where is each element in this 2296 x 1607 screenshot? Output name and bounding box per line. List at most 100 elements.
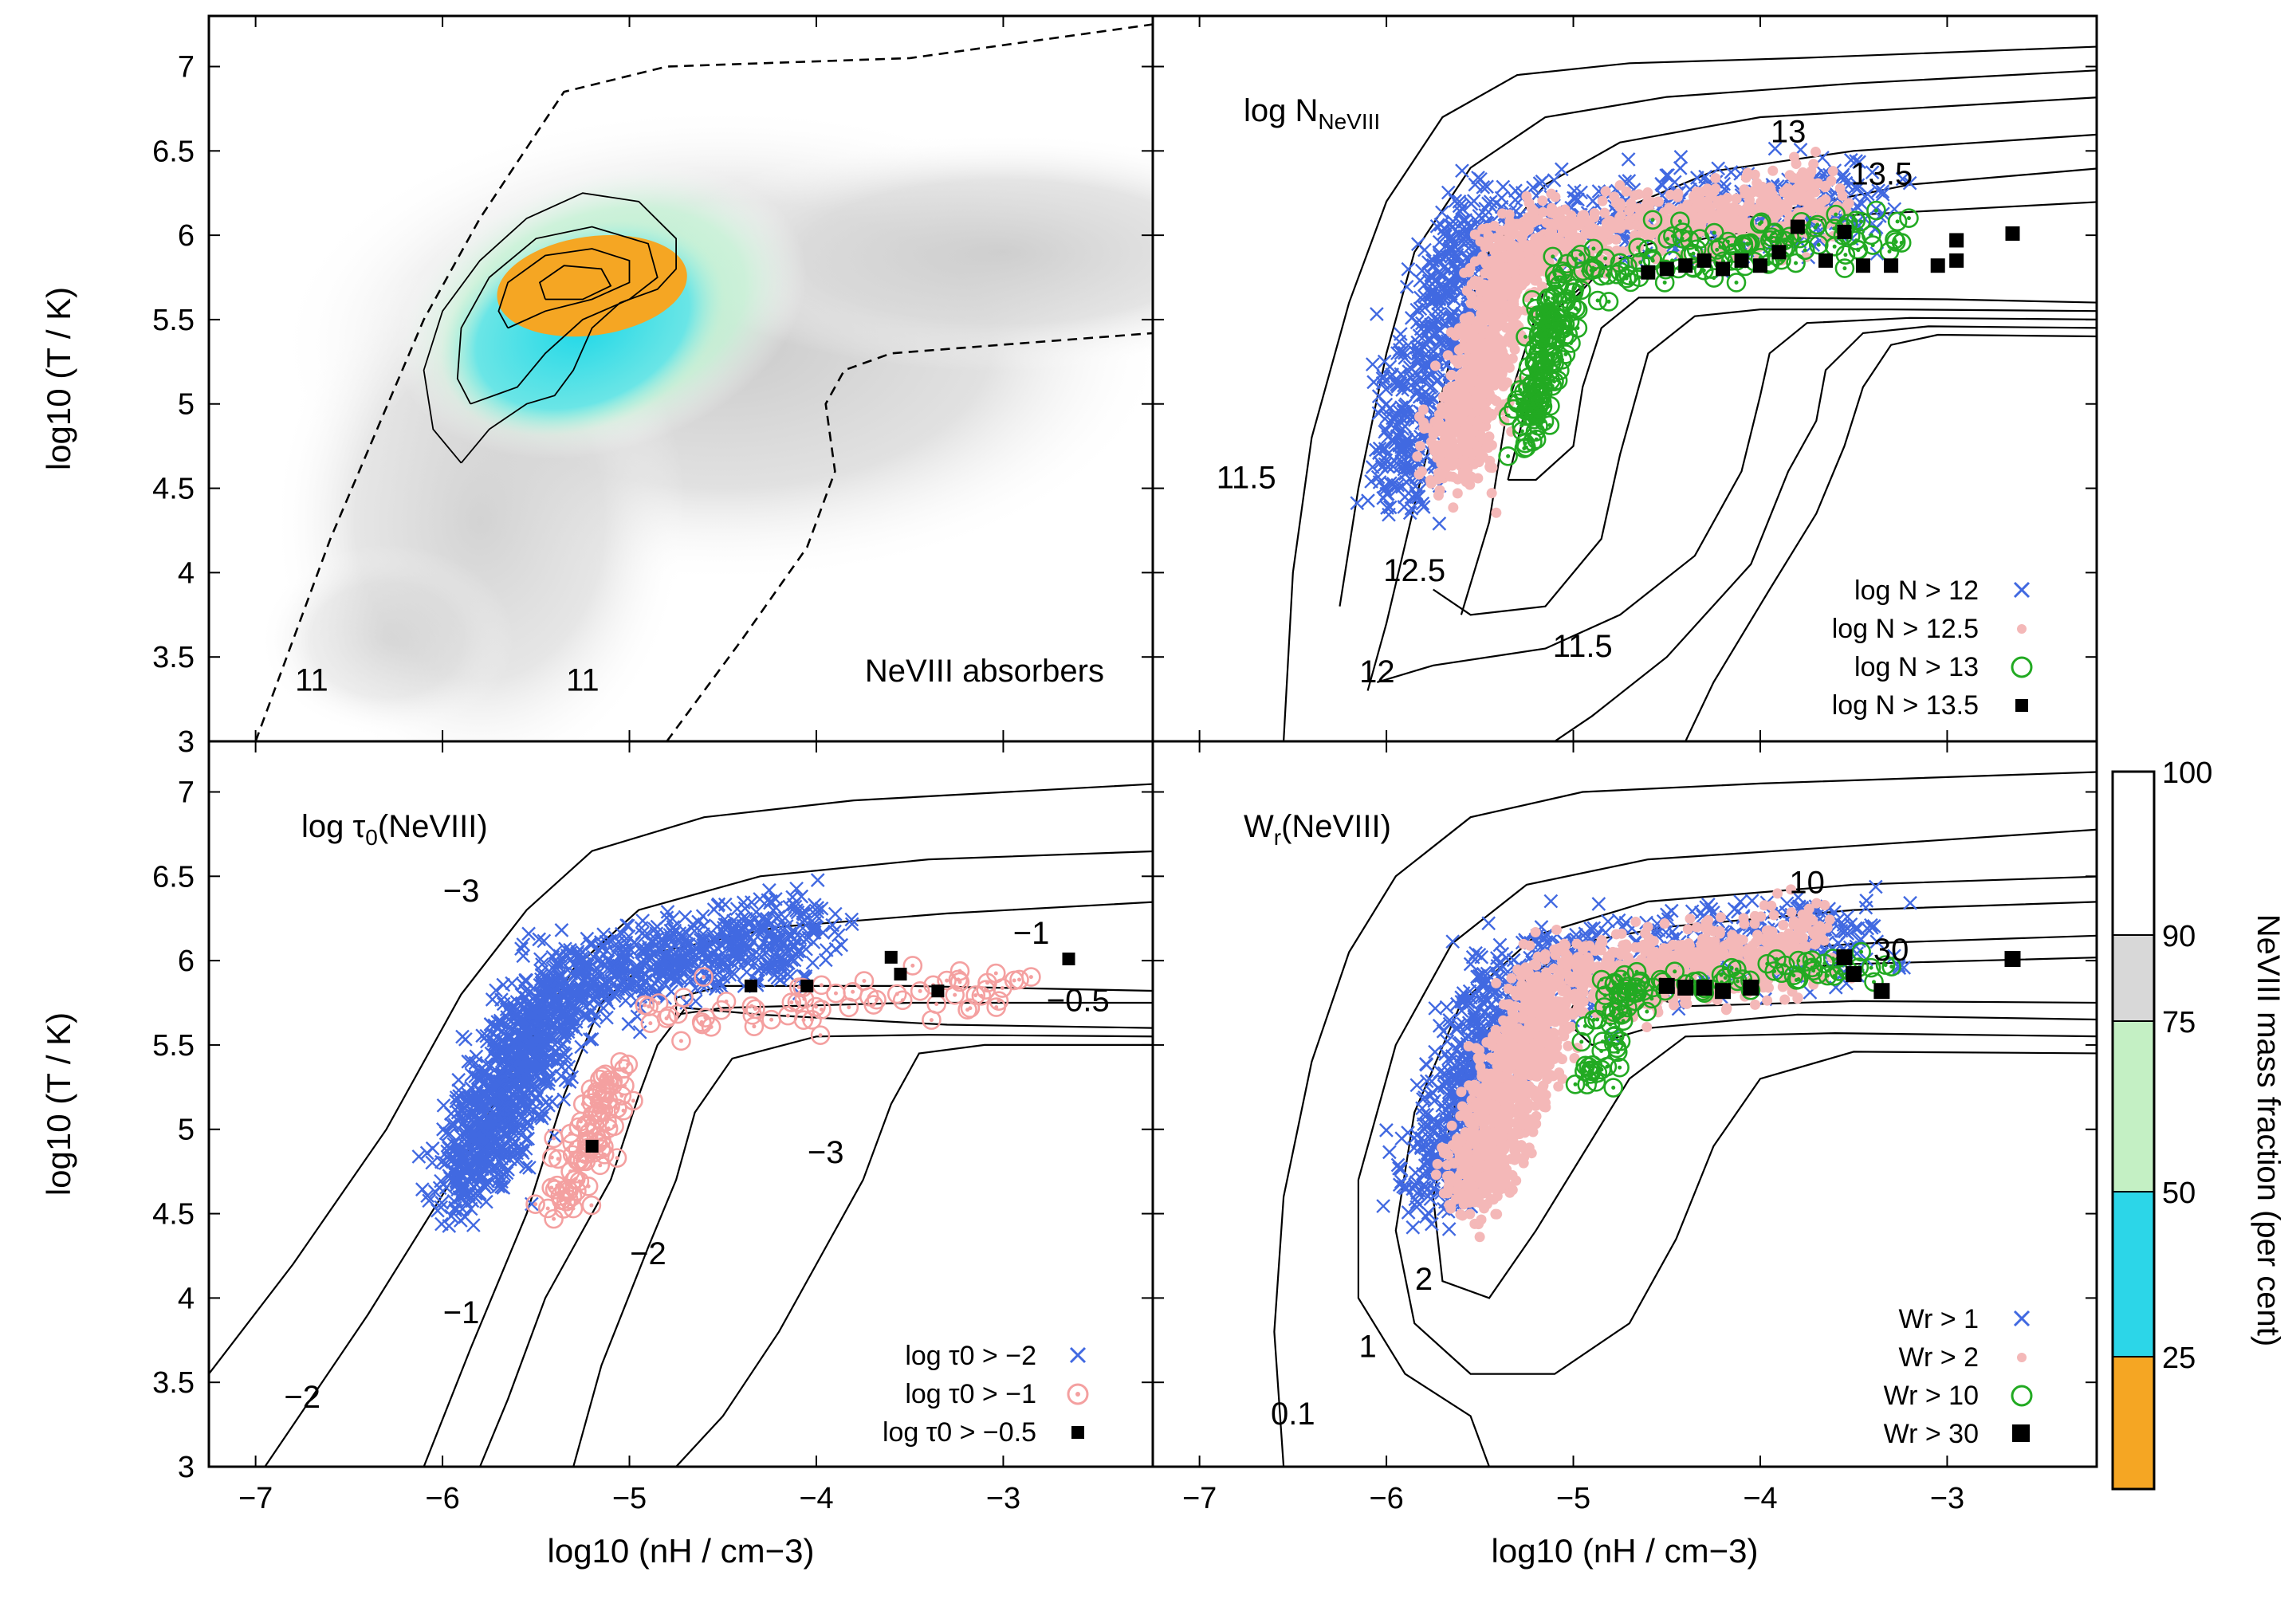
square-marker bbox=[1062, 953, 1075, 965]
ring-marker bbox=[694, 967, 714, 987]
contour-line bbox=[1394, 875, 2097, 1375]
cross-marker bbox=[828, 941, 843, 957]
ring-marker-core bbox=[615, 1156, 619, 1161]
cross-marker bbox=[1455, 163, 1469, 179]
ring-marker bbox=[1598, 265, 1618, 285]
cross-marker bbox=[564, 966, 579, 980]
ring-marker bbox=[957, 1000, 977, 1020]
dot-marker bbox=[1749, 169, 1760, 180]
cross-marker bbox=[1399, 432, 1414, 447]
ring-marker-core bbox=[631, 1098, 635, 1103]
cross-marker bbox=[505, 1096, 520, 1110]
ring-marker-core bbox=[1000, 986, 1005, 991]
cross-marker bbox=[1384, 433, 1399, 447]
ring-marker-core bbox=[945, 978, 949, 983]
ring-marker bbox=[1598, 292, 1619, 312]
ring-marker-core bbox=[1637, 275, 1641, 280]
cross-marker bbox=[749, 905, 764, 920]
ring-marker bbox=[993, 978, 1012, 998]
cross-marker bbox=[518, 1159, 533, 1174]
cross-marker bbox=[600, 1010, 614, 1025]
dot-marker bbox=[1572, 235, 1583, 246]
contour-layer bbox=[254, 23, 1153, 741]
cross-marker bbox=[1406, 1220, 1421, 1235]
cross-marker bbox=[570, 944, 585, 959]
ring-marker bbox=[986, 997, 1007, 1017]
dot-marker bbox=[1512, 285, 1523, 296]
density-contour bbox=[538, 265, 612, 301]
ring-marker bbox=[1862, 225, 1881, 246]
dot-marker bbox=[1810, 187, 1821, 198]
cross-marker bbox=[663, 923, 678, 938]
cross-marker bbox=[602, 975, 617, 989]
ring-marker-core bbox=[993, 971, 998, 976]
ring-marker-core bbox=[1734, 280, 1739, 285]
ring-marker-core bbox=[1547, 332, 1552, 337]
ring-marker bbox=[1851, 211, 1871, 232]
cross-marker bbox=[1417, 242, 1432, 257]
dot-marker bbox=[1507, 353, 1518, 364]
ring-marker-core bbox=[1816, 242, 1821, 247]
ring-marker-core bbox=[973, 993, 978, 998]
cross-marker bbox=[482, 1113, 496, 1128]
ring-marker-core bbox=[1815, 222, 1820, 227]
dot-marker bbox=[1559, 204, 1571, 215]
dot-marker bbox=[1782, 202, 1793, 213]
dot-marker bbox=[1805, 205, 1816, 216]
ring-marker-core bbox=[789, 1000, 794, 1005]
ring-marker-core bbox=[1691, 251, 1696, 256]
ring-marker-core bbox=[558, 1193, 563, 1198]
dot-marker bbox=[1496, 339, 1508, 350]
dot-marker bbox=[1471, 440, 1482, 451]
ring-marker-core bbox=[1858, 219, 1863, 224]
cross-marker bbox=[1429, 327, 1443, 342]
ring-marker bbox=[1571, 280, 1591, 301]
cross-marker bbox=[1445, 243, 1459, 258]
cross-marker bbox=[780, 967, 795, 982]
cross-marker bbox=[1413, 360, 1429, 374]
ring-marker-core bbox=[589, 1101, 594, 1106]
ring-marker bbox=[1542, 344, 1563, 364]
ring-marker-core bbox=[1712, 230, 1716, 235]
dot-marker bbox=[1722, 192, 1733, 203]
cross-marker bbox=[1902, 175, 1917, 191]
cross-marker bbox=[749, 923, 764, 938]
dot-marker bbox=[1740, 188, 1751, 199]
ring-marker bbox=[922, 1010, 942, 1030]
dot-marker bbox=[1502, 224, 1513, 235]
square-marker bbox=[1716, 261, 1731, 277]
ring-marker-core bbox=[556, 1157, 560, 1161]
ring-marker-core bbox=[1832, 244, 1837, 249]
ring-marker-core bbox=[867, 994, 871, 999]
dot-marker bbox=[1692, 187, 1703, 198]
cross-marker bbox=[799, 941, 813, 957]
cross-marker bbox=[506, 1146, 521, 1161]
cross-marker bbox=[662, 969, 677, 984]
square-marker bbox=[1659, 261, 1674, 277]
cross-marker bbox=[470, 1159, 486, 1174]
cross-marker bbox=[465, 1169, 480, 1183]
ring-marker bbox=[892, 990, 913, 1011]
density-region bbox=[258, 544, 514, 737]
dot-marker bbox=[1489, 220, 1500, 231]
ring-marker bbox=[671, 1031, 691, 1051]
contour-line bbox=[1685, 333, 2097, 741]
cross-marker bbox=[522, 1161, 537, 1175]
ring-marker bbox=[960, 998, 981, 1019]
dot-marker bbox=[1486, 488, 1497, 499]
cross-marker bbox=[455, 1029, 470, 1044]
cross-marker bbox=[697, 918, 712, 933]
dot-marker bbox=[1630, 190, 1641, 201]
dot-marker bbox=[1610, 234, 1622, 245]
cross-marker bbox=[521, 926, 536, 941]
ring-marker-core bbox=[719, 1008, 724, 1012]
ring-marker-core bbox=[1741, 242, 1746, 246]
cross-marker bbox=[1409, 384, 1425, 399]
cross-marker bbox=[1410, 489, 1425, 505]
cross-marker bbox=[1409, 315, 1425, 330]
ring-marker bbox=[1539, 325, 1560, 345]
dot-marker bbox=[1471, 280, 1482, 291]
cross-marker bbox=[1382, 500, 1398, 515]
cross-marker bbox=[1871, 183, 1885, 198]
square-marker bbox=[800, 979, 814, 992]
